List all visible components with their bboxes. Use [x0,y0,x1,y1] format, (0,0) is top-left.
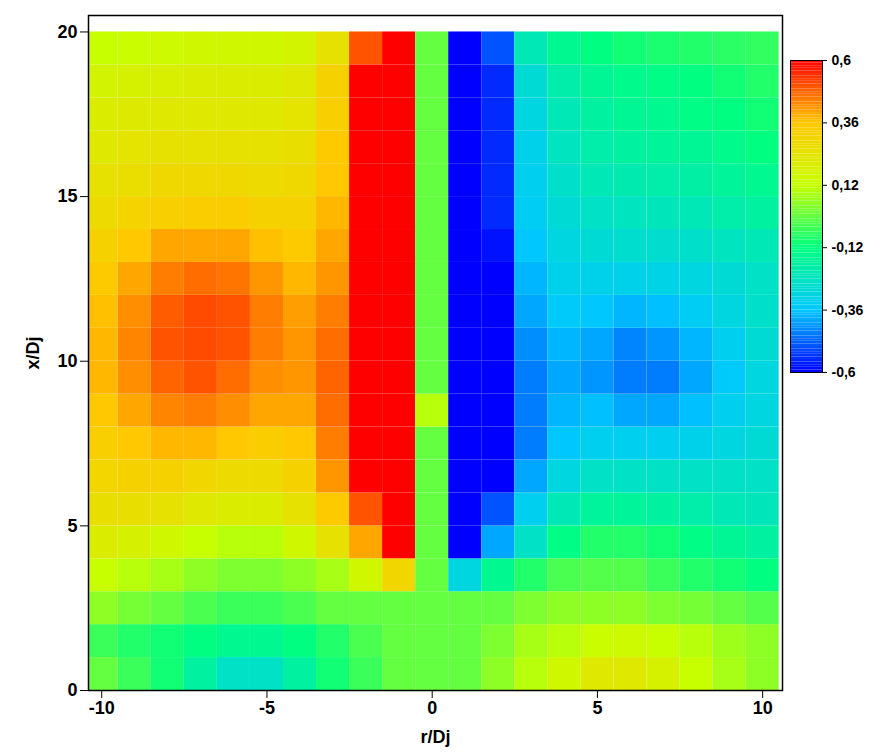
svg-text:5: 5 [67,516,77,536]
svg-text:0: 0 [67,680,77,700]
svg-text:-10: -10 [89,698,115,718]
svg-text:x/Dj: x/Dj [23,336,43,369]
svg-text:-0,6: -0,6 [832,364,856,380]
svg-text:-0,36: -0,36 [832,302,864,318]
svg-text:r/Dj: r/Dj [420,727,450,747]
svg-text:0,36: 0,36 [832,114,859,130]
svg-text:15: 15 [57,186,77,206]
svg-text:10: 10 [57,351,77,371]
svg-text:20: 20 [57,22,77,42]
svg-text:0,6: 0,6 [832,52,852,68]
svg-text:-5: -5 [259,698,275,718]
svg-text:10: 10 [753,698,773,718]
svg-text:-0,12: -0,12 [832,239,864,255]
svg-text:0: 0 [427,698,437,718]
svg-text:0,12: 0,12 [832,177,859,193]
svg-text:5: 5 [592,698,602,718]
